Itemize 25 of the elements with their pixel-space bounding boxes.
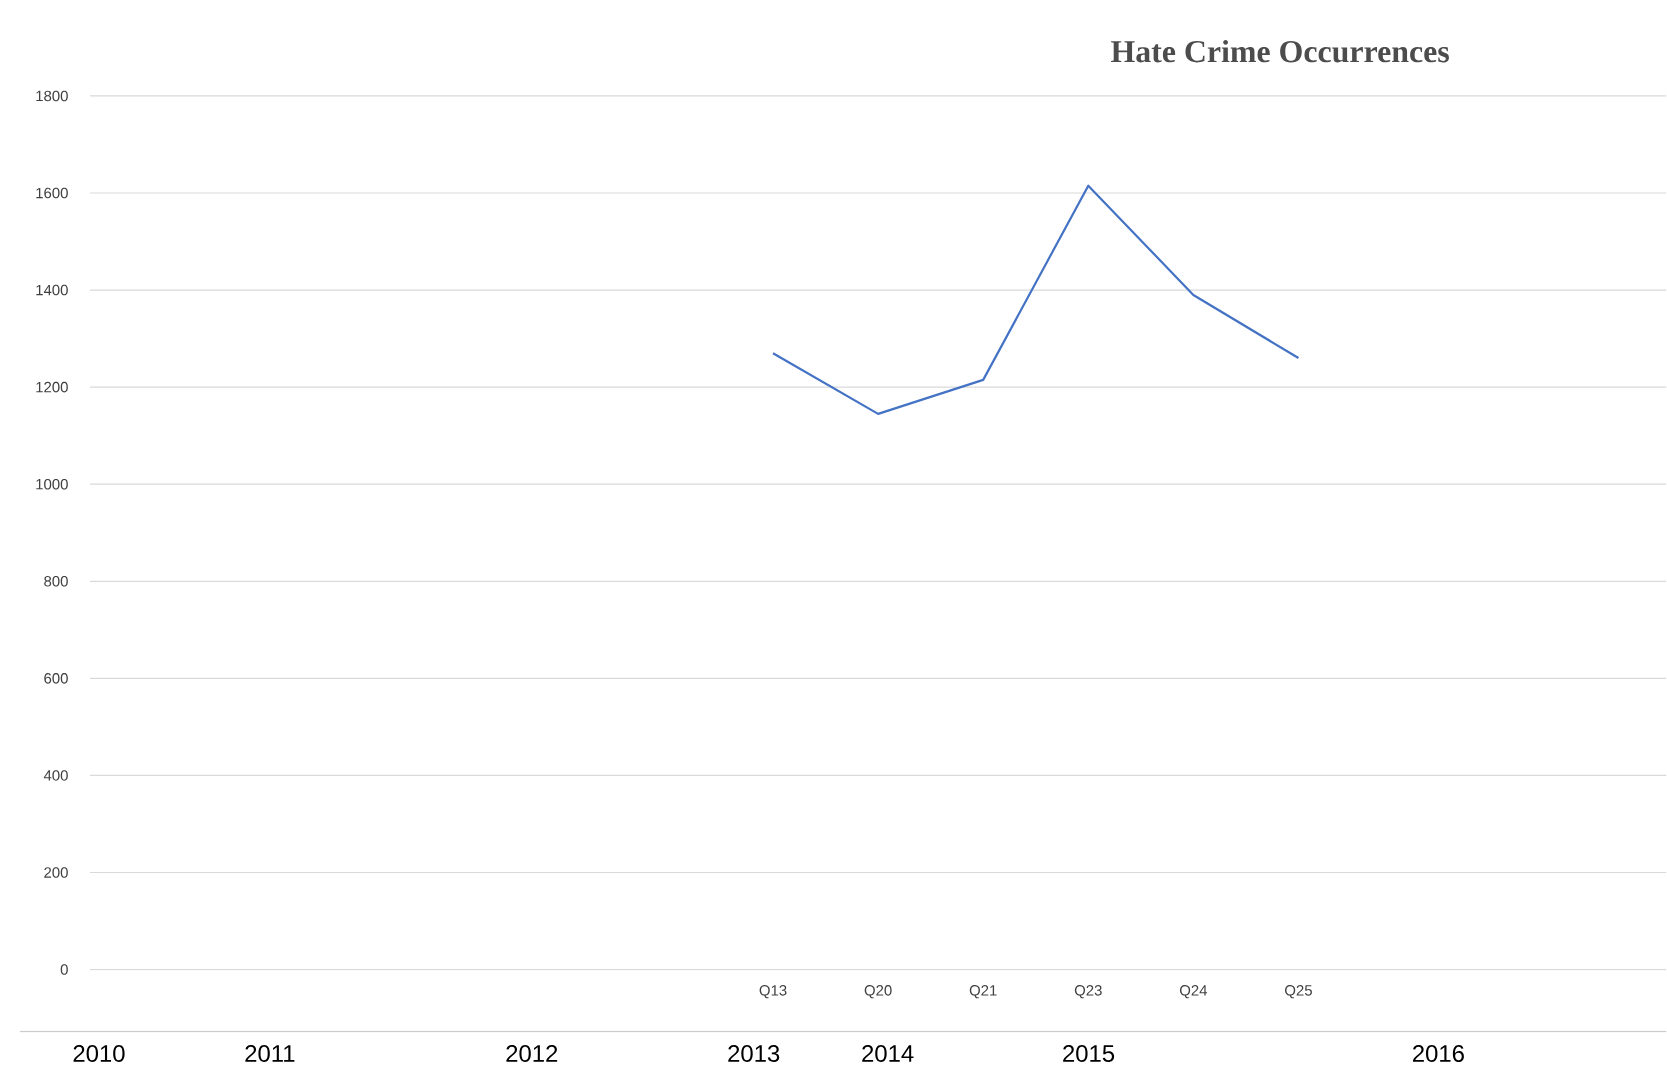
y-tick-label: 1200 (36, 382, 68, 393)
x-tick-label: Q25 (1285, 985, 1312, 999)
y-tick-label: 1400 (36, 285, 68, 296)
y-tick-label: 1000 (36, 479, 68, 490)
text: 2014 (862, 1045, 914, 1063)
y-tick-label: 1600 (36, 187, 68, 199)
x-tick-label: Q20 (864, 985, 892, 999)
y-tick-label: 1800 (36, 90, 68, 102)
x-tick-label: Q23 (1074, 985, 1102, 999)
y-tick-label: 200 (44, 867, 68, 879)
y-tick-label: 0 (60, 964, 68, 976)
y-tick-label: 800 (44, 576, 68, 587)
y-tick-label: 600 (44, 673, 68, 684)
text: 2016 (1412, 1045, 1464, 1063)
text: 2010 (73, 1045, 125, 1063)
text: 2012 (506, 1045, 558, 1063)
text: 2015 (1063, 1045, 1115, 1063)
text: 2013 (728, 1045, 780, 1063)
text: 2011 (245, 1045, 295, 1063)
x-tick-label: Q24 (1179, 985, 1208, 999)
x-tick-label: Q21 (969, 985, 997, 999)
chart-title: Hate Crime Occurrences (1111, 40, 1449, 63)
x-tick-label: Q13 (759, 985, 787, 999)
y-tick-label: 400 (43, 770, 68, 781)
line-series (771, 184, 1300, 416)
